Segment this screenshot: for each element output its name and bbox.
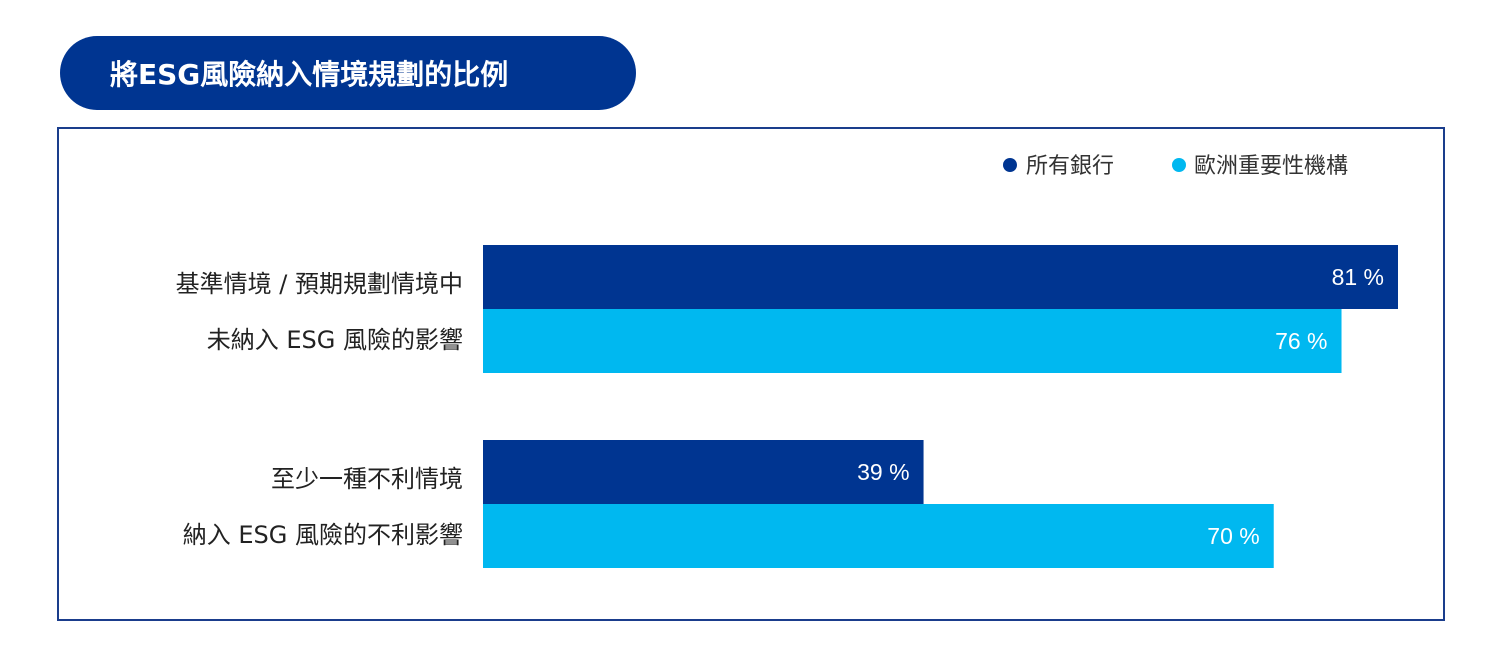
- data-label: 76 %: [1275, 328, 1327, 354]
- bar-all-banks-1: [483, 245, 1398, 309]
- chart-title: 將ESG風險納入情境規劃的比例: [60, 36, 636, 110]
- data-label: 70 %: [1207, 523, 1259, 549]
- category-label: 基準情境 / 預期規劃情境中: [176, 270, 463, 298]
- bar-significant-institutions-1: [483, 309, 1342, 373]
- legend: 所有銀行 歐洲重要性機構: [1003, 154, 1348, 179]
- category-label: 納入 ESG 風險的不利影響: [183, 521, 463, 549]
- category-label: 至少一種不利情境: [271, 465, 463, 493]
- bar-all-banks-2: [483, 440, 924, 504]
- bar-significant-institutions-2: [483, 504, 1274, 568]
- chart-frame: [57, 127, 1445, 621]
- legend-marker: [1172, 158, 1186, 172]
- data-label: 81 %: [1332, 264, 1384, 290]
- legend-label: 歐洲重要性機構: [1194, 154, 1348, 179]
- bars: 81 % 76 % 39 % 70 %: [483, 245, 1398, 568]
- legend-label: 所有銀行: [1026, 154, 1114, 179]
- legend-marker: [1003, 158, 1017, 172]
- category-label: 未納入 ESG 風險的影響: [207, 326, 463, 354]
- data-label: 39 %: [857, 459, 909, 485]
